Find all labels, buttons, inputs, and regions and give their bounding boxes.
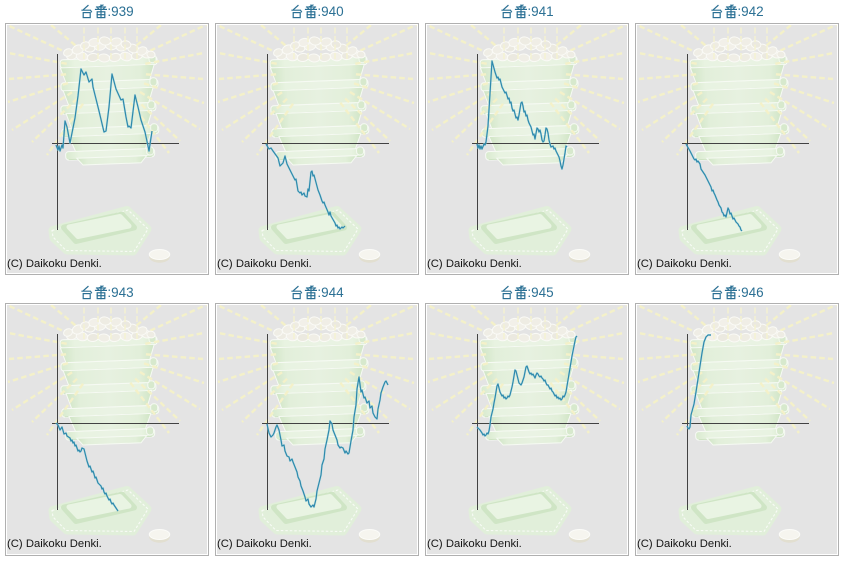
svg-text:(C) Daikoku Denki.: (C) Daikoku Denki.: [217, 258, 312, 270]
svg-text:(C) Daikoku Denki.: (C) Daikoku Denki.: [7, 258, 102, 270]
svg-text:(C) Daikoku Denki.: (C) Daikoku Denki.: [427, 538, 522, 550]
svg-text:(C) Daikoku Denki.: (C) Daikoku Denki.: [427, 258, 522, 270]
svg-text:(C) Daikoku Denki.: (C) Daikoku Denki.: [217, 538, 312, 550]
svg-text:(C) Daikoku Denki.: (C) Daikoku Denki.: [637, 258, 732, 270]
svg-text:(C) Daikoku Denki.: (C) Daikoku Denki.: [637, 538, 732, 550]
svg-text:(C) Daikoku Denki.: (C) Daikoku Denki.: [7, 538, 102, 550]
